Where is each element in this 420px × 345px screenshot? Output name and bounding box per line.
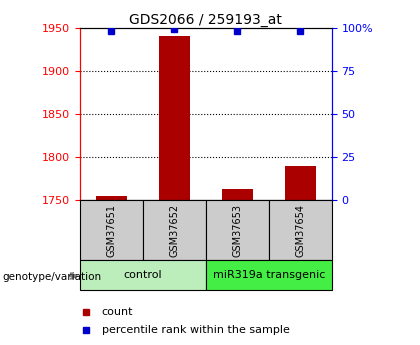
Bar [269,200,332,260]
Bar [159,36,190,200]
Bar [222,189,253,200]
Text: GSM37653: GSM37653 [232,204,242,257]
Bar [80,200,143,260]
Bar [80,260,206,290]
Text: GSM37652: GSM37652 [169,204,179,257]
Bar [206,260,332,290]
Title: GDS2066 / 259193_at: GDS2066 / 259193_at [129,12,282,27]
Text: count: count [102,307,134,317]
Text: miR319a transgenic: miR319a transgenic [213,270,325,280]
Text: GSM37654: GSM37654 [295,204,305,257]
Bar [285,166,316,200]
Text: control: control [123,270,162,280]
Bar [206,200,269,260]
Bar [143,200,206,260]
Text: GSM37651: GSM37651 [106,204,116,257]
Text: percentile rank within the sample: percentile rank within the sample [102,325,290,335]
Bar [96,196,127,200]
Text: genotype/variation: genotype/variation [2,273,101,282]
